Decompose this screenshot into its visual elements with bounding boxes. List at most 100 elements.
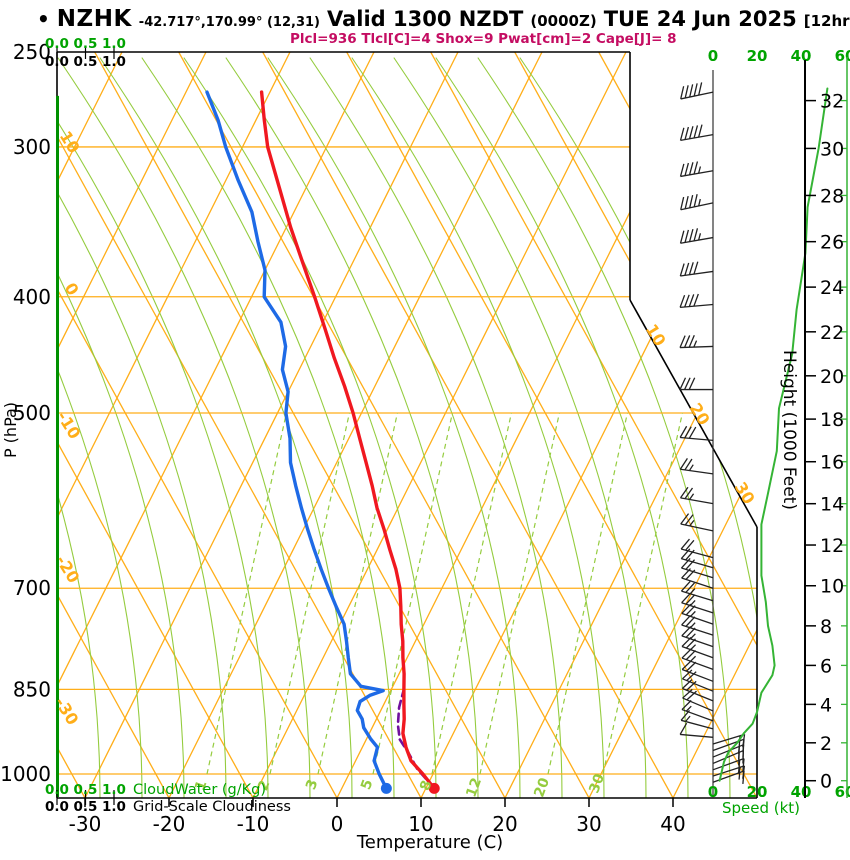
pressure-tick-label: 250 [13, 40, 51, 64]
wind-barb [682, 688, 714, 712]
cloudwater-scale-tick: 1.0 [102, 782, 126, 798]
temperature-tick-label: -30 [69, 812, 102, 836]
wind-barb [679, 293, 714, 309]
cloudiness-scale-tick: 0.5 [74, 799, 98, 815]
pressure-tick-label: 850 [13, 677, 51, 701]
wind-barb [681, 636, 714, 659]
wind-barb [712, 770, 745, 784]
cloudwater-scale-tick: 0.5 [74, 782, 98, 798]
height-tick-label: 24 [820, 277, 844, 299]
wind-barb [680, 513, 714, 532]
height-tick-label: 30 [820, 138, 844, 160]
speed-axis: 00202040406060Speed (kt) [708, 47, 850, 817]
height-tick-label: 4 [820, 694, 832, 716]
mixing-ratio-label: 3 [303, 777, 321, 792]
station-id: NZHK [56, 6, 132, 32]
wind-barb [681, 626, 714, 648]
mixing-ratio-label: 20 [531, 775, 553, 799]
speed-tick-label: 40 [791, 783, 812, 801]
cloudwater-scale-title: CloudWater (g/Kg) [133, 782, 266, 798]
cloudiness-scale-tick: 1.0 [102, 799, 126, 815]
height-tick-label: 8 [820, 616, 832, 638]
sounding-parameters: Plcl=936 Tlcl[C]=4 Shox=9 Pwat[cm]=2 Cap… [290, 31, 677, 47]
cloudiness-scale-tick: 1.0 [102, 54, 126, 70]
isotherm-label: 30 [731, 479, 759, 508]
cloudiness-scale-tick: 0.0 [45, 799, 69, 815]
height-tick-label: 14 [820, 494, 844, 516]
pressure-axis-title: P (hPa) [1, 402, 20, 458]
wind-barb [680, 82, 714, 100]
dewpoint-curve [205, 90, 392, 794]
temperature-tick-label: 20 [492, 812, 517, 836]
cloudwater-scale-tick: 0.0 [45, 782, 69, 798]
wind-barb [681, 699, 714, 722]
wind-barb [679, 722, 714, 738]
temperature-axis: -30 -20 -10 0 10 20 30 40 Temperature (C) [69, 798, 686, 853]
station-coords: -42.717°,170.99° (12,31) [138, 15, 320, 30]
height-tick-label: 6 [820, 655, 832, 677]
wind-barb [679, 161, 714, 178]
speed-tick-label: 0 [708, 47, 718, 65]
station-bullet-icon: • [37, 7, 50, 31]
wind-barbs [679, 70, 746, 798]
wind-barb [680, 557, 714, 579]
pressure-tick-label: 500 [13, 401, 51, 425]
skewt-grid [57, 52, 757, 798]
cloudiness-scale-tick: 0.5 [74, 54, 98, 70]
pressure-tick-label: 300 [13, 135, 51, 159]
wind-barb [680, 709, 714, 730]
pressure-tick-label: 700 [13, 576, 51, 600]
wind-barb [680, 538, 714, 559]
wind-barb [679, 228, 714, 244]
wind-barb [679, 458, 714, 475]
height-tick-label: 2 [820, 733, 832, 755]
wind-barb [681, 568, 714, 589]
dry-adiabat-label: 10 [56, 128, 84, 157]
temperature-axis-title: Temperature (C) [356, 832, 503, 853]
dry-adiabat-label: -30 [51, 694, 82, 729]
height-tick-label: 32 [820, 91, 844, 113]
zulu-time: (0000Z) [530, 12, 597, 30]
height-tick-label: 12 [820, 535, 844, 557]
mixing-ratio-label: 12 [463, 776, 485, 800]
speed-profile [718, 87, 829, 782]
wind-barb [680, 548, 714, 569]
speed-tick-label: 60 [835, 783, 850, 801]
wind-barb [680, 194, 714, 211]
surface-temperature-dot [428, 782, 440, 794]
surface-dewpoint-dot [380, 782, 392, 794]
height-tick-label: 10 [820, 576, 844, 598]
mixing-ratio-label: 8 [417, 778, 435, 793]
mixing-ratio-label: 5 [358, 777, 376, 792]
height-tick-label: 16 [820, 452, 844, 474]
height-tick-label: 26 [820, 232, 844, 254]
height-tick-label: 20 [820, 366, 844, 388]
mixing-ratio-label: 30 [586, 771, 608, 795]
temperature-tick-label: 10 [408, 812, 433, 836]
wind-barb [681, 592, 714, 614]
temperature-tick-label: 40 [660, 812, 685, 836]
speed-tick-label: 0 [708, 783, 718, 801]
speed-tick-label: 20 [747, 783, 768, 801]
wind-barb [679, 486, 714, 505]
speed-tick-label: 60 [835, 47, 850, 65]
cloud-scales: 0.00.00.00.00.50.50.50.51.01.01.01.0Clou… [45, 36, 291, 815]
wind-barb [681, 679, 714, 702]
pressure-tick-label: 1000 [0, 762, 51, 786]
pressure-tick-label: 400 [13, 285, 51, 309]
wind-barb [679, 425, 714, 442]
wind-barb [680, 580, 714, 602]
cloudwater-scale-tick: 1.0 [102, 36, 126, 52]
temperature-tick-label: 30 [576, 812, 601, 836]
pressure-axis: 250 300 400 500 700 850 1000 P (hPa) [0, 40, 51, 786]
temperature-curve [259, 90, 440, 794]
speed-tick-label: 40 [791, 47, 812, 65]
wind-barb [681, 659, 714, 682]
wind-barb [681, 615, 714, 636]
valid-time: Valid 1300 NZDT [327, 7, 524, 31]
cloudiness-scale-title: Grid-Scale Cloudiness [133, 799, 291, 815]
wind-barb [679, 377, 713, 391]
